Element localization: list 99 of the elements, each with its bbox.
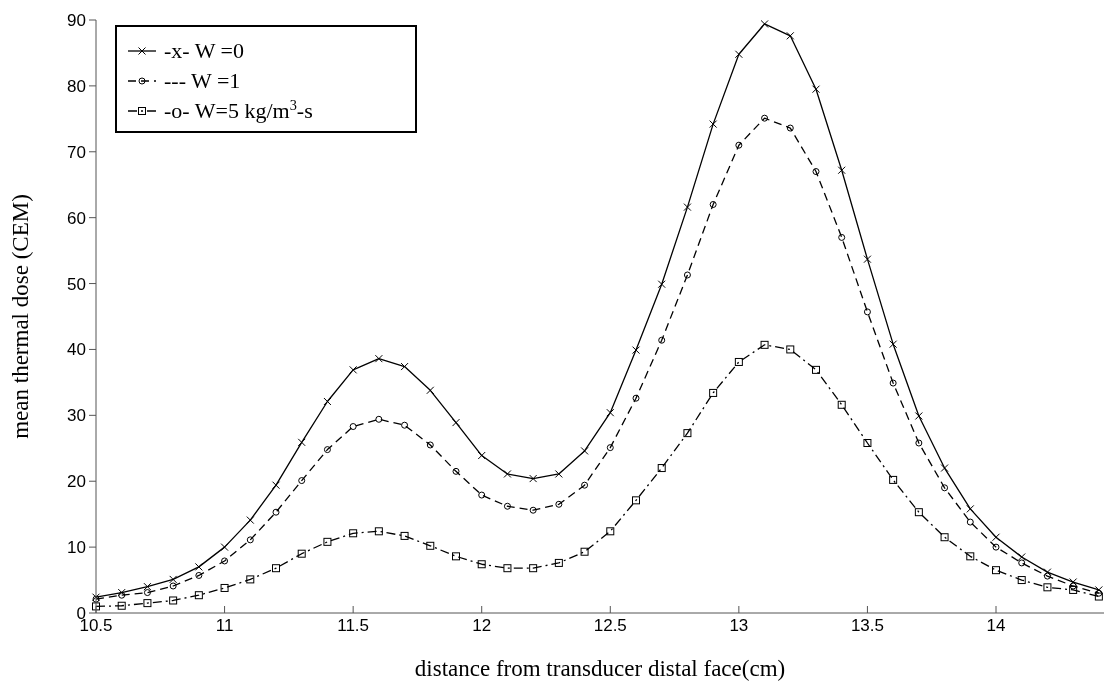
point (195, 571, 203, 579)
point (1095, 589, 1103, 597)
point (734, 357, 743, 366)
point (477, 560, 486, 569)
point (786, 345, 795, 354)
point (1094, 592, 1103, 601)
point (298, 477, 306, 485)
y-tick-label: 40 (67, 340, 86, 360)
point (941, 484, 949, 492)
point (761, 114, 769, 122)
point (194, 591, 203, 600)
x-tick-label: 12 (472, 616, 492, 635)
point (709, 200, 717, 208)
y-tick-label: 30 (67, 406, 86, 426)
point (374, 527, 383, 536)
legend-label: -o- W=5 kg/m$^{3}$-s (164, 97, 313, 123)
point (760, 340, 769, 349)
point (683, 271, 691, 279)
point (349, 423, 357, 431)
point (169, 596, 178, 605)
point (554, 558, 563, 567)
point (915, 439, 923, 447)
x-axis-title: distance from transducer distal face(cm) (414, 656, 786, 681)
point (143, 589, 151, 597)
point (606, 444, 614, 452)
point (812, 168, 820, 176)
point (452, 552, 460, 561)
point (863, 439, 872, 448)
legend-label: -x- W =0 (164, 38, 245, 63)
point (632, 394, 640, 402)
point (1043, 572, 1051, 580)
legend-label: --- W =1 (164, 68, 241, 93)
point (323, 537, 332, 546)
point (657, 464, 666, 473)
x-tick-label: 13.5 (850, 616, 884, 635)
point (272, 508, 280, 516)
point (735, 141, 743, 149)
point (555, 500, 563, 508)
point (683, 429, 692, 438)
y-tick-label: 60 (67, 208, 86, 228)
y-axis-title: mean thermal dose (CEM) (8, 194, 33, 439)
point (1017, 576, 1026, 585)
point (658, 336, 666, 344)
point (632, 496, 640, 505)
point (863, 308, 871, 316)
y-tick-label: 50 (67, 274, 86, 294)
y-tick-label: 10 (67, 538, 86, 558)
point (786, 124, 794, 132)
point (246, 536, 254, 544)
point (812, 365, 820, 374)
point (529, 506, 537, 514)
point (246, 575, 255, 584)
point (580, 547, 589, 556)
point (889, 379, 897, 387)
y-tick-label: 20 (67, 472, 86, 492)
point (1069, 582, 1077, 590)
point (297, 549, 306, 558)
point (838, 233, 846, 241)
point (426, 441, 434, 449)
point (117, 601, 126, 610)
point (1043, 583, 1052, 592)
point (837, 400, 846, 409)
point (1018, 559, 1026, 567)
point (452, 467, 460, 475)
point (169, 582, 177, 590)
point (118, 591, 126, 599)
point (220, 583, 229, 592)
point (503, 564, 512, 573)
point (992, 543, 1000, 551)
point (709, 388, 718, 397)
point (889, 475, 898, 484)
point (426, 541, 435, 550)
point (992, 566, 1000, 575)
point (349, 529, 358, 538)
point (323, 446, 331, 454)
point (940, 533, 949, 542)
point (966, 518, 974, 526)
x-tick-label: 12.5 (593, 616, 627, 635)
y-tick-label: 90 (67, 10, 86, 30)
point (221, 557, 229, 565)
point (375, 415, 383, 423)
point (401, 421, 409, 429)
x-tick-label: 11.5 (337, 616, 370, 635)
point (478, 491, 486, 499)
point (581, 481, 589, 489)
x-tick-label: 14 (986, 616, 1006, 635)
y-tick-label: 70 (67, 142, 86, 162)
point (529, 564, 538, 573)
y-tick-label: 80 (67, 76, 86, 96)
point (143, 599, 152, 608)
point (503, 502, 511, 510)
point (272, 564, 280, 573)
point (400, 531, 409, 540)
x-tick-label: 11 (215, 616, 234, 635)
point (1069, 585, 1078, 594)
point (966, 552, 975, 561)
point (914, 508, 923, 517)
x-tick-label: 13 (729, 616, 749, 635)
point (606, 527, 615, 536)
